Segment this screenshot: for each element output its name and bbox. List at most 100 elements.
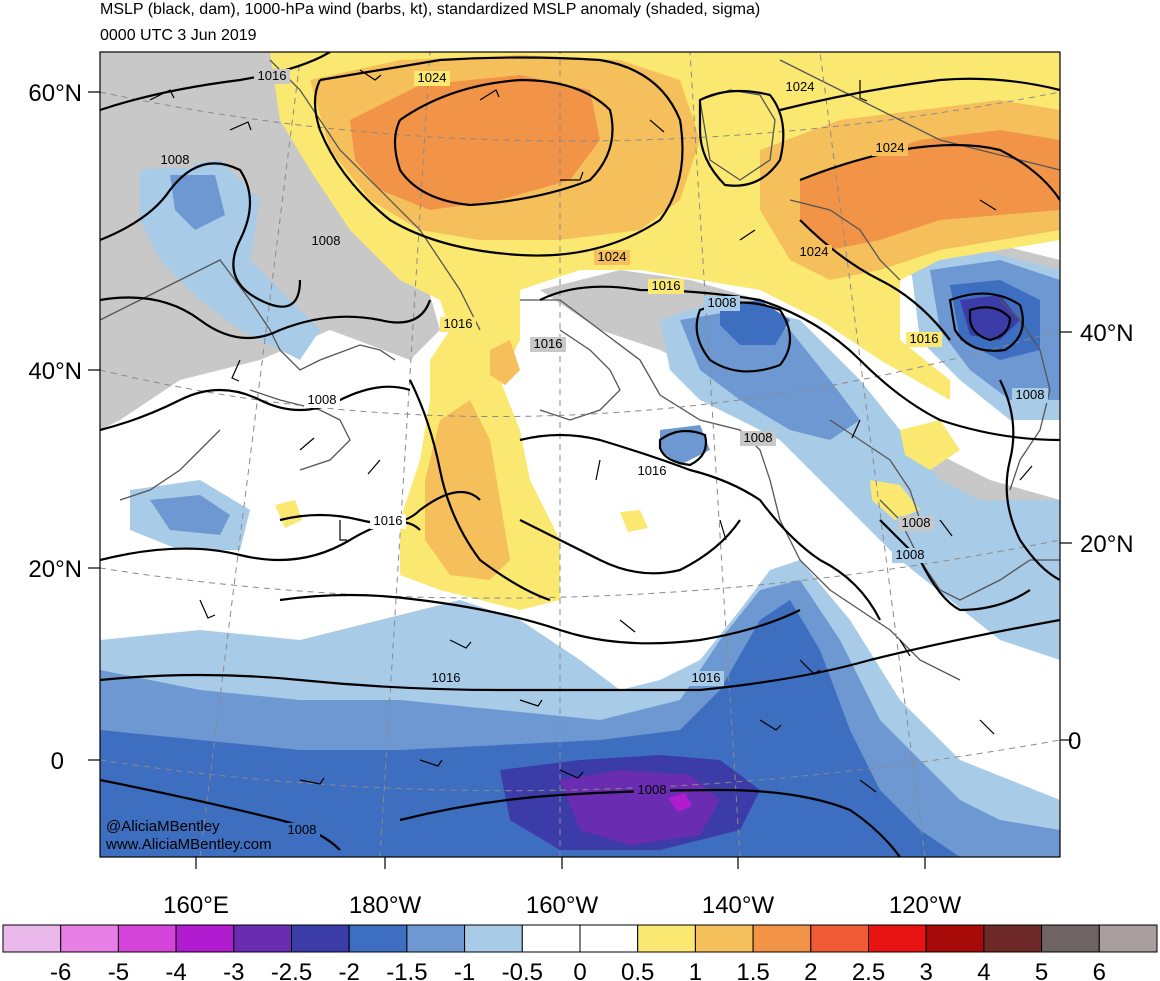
lon-label-140w: 140°W — [702, 892, 775, 919]
lat-label-20n-right: 20°N — [1080, 531, 1134, 558]
isobar — [100, 52, 331, 112]
wind-barb — [799, 659, 821, 675]
negative-anomaly-dark-blue — [720, 300, 790, 345]
isobar — [695, 301, 792, 373]
positive-anomaly-yellow — [870, 480, 920, 520]
isobar — [100, 162, 302, 308]
wind-barb — [339, 520, 347, 541]
contour-label: 1024 — [418, 70, 447, 85]
colorbar-label: -0.5 — [502, 959, 543, 981]
colorbar-label: -1.5 — [386, 959, 427, 981]
wind-barb — [559, 769, 584, 779]
negative-anomaly-mid-blue — [680, 310, 860, 440]
colorbar-swatch — [1098, 924, 1158, 953]
map-valid-time: 0000 UTC 3 Jun 2019 — [100, 27, 257, 44]
colorbar-label: 2 — [804, 959, 817, 981]
credit-handle: @AliciaMBentley — [106, 818, 220, 835]
colorbar-swatch — [2, 924, 62, 953]
lat-label-0: 0 — [51, 748, 64, 775]
isobar — [409, 379, 551, 602]
wind-barb — [449, 639, 472, 649]
isobar — [100, 618, 1060, 692]
wind-barb — [859, 779, 877, 793]
wind-barb — [229, 121, 252, 131]
contour-label: 1016 — [534, 336, 563, 351]
colorbar: -6 -5 -4 -3 -2.5 -2 -1.5 -1 -0.5 0 0.5 1 1.5 2 2.5 3 4 5 6 — [2, 924, 1158, 981]
isobar — [879, 519, 1031, 612]
wind-barb — [519, 699, 543, 707]
lon-label-160w: 160°W — [526, 892, 599, 919]
lat-label-60n: 60°N — [28, 80, 82, 107]
colorbar-label: 1.5 — [736, 959, 769, 981]
wind-barb — [851, 419, 861, 439]
colorbar-swatch — [117, 924, 177, 953]
colorbar-label: 5 — [1035, 959, 1048, 981]
colorbar-label: 0 — [573, 959, 586, 981]
colorbar-swatch — [291, 924, 350, 953]
wind-barb — [649, 119, 665, 133]
contour-label: 1016 — [374, 513, 403, 528]
colorbar-label: 3 — [920, 959, 933, 981]
colorbar-label: -4 — [165, 959, 186, 981]
positive-anomaly-light-orange — [490, 340, 520, 385]
colorbar-swatch — [521, 924, 581, 953]
longitude-line — [819, 52, 926, 857]
coastline — [119, 429, 221, 501]
coastline — [249, 389, 351, 471]
colorbar-label: -5 — [108, 959, 129, 981]
isobar — [519, 433, 881, 621]
wind-barb — [299, 777, 325, 785]
positive-anomaly-yellow — [900, 420, 960, 470]
coastline — [269, 59, 481, 331]
colorbar-label: 2.5 — [852, 959, 885, 981]
contour-label: 1008 — [744, 430, 773, 445]
wind-barb — [149, 89, 175, 101]
latitude-line — [100, 739, 1060, 792]
coastline — [999, 299, 1051, 491]
negative-anomaly-mid-blue — [170, 175, 225, 230]
isobar — [399, 788, 901, 857]
neutral-gray-region — [100, 52, 440, 430]
wind-barb — [419, 759, 443, 767]
credit-website: www.AliciaMBentley.com — [105, 836, 272, 853]
contour-label: 1008 — [308, 392, 337, 407]
colorbar-swatch — [1041, 924, 1100, 953]
coastlines — [100, 59, 1060, 681]
graticule — [100, 52, 1060, 857]
colorbar-label: -1 — [454, 959, 475, 981]
colorbar-swatch — [868, 924, 927, 953]
isobar — [313, 56, 684, 257]
contour-label: 1016 — [638, 463, 667, 478]
coastline — [829, 419, 921, 521]
isobar — [100, 778, 341, 851]
isobar — [799, 219, 951, 341]
wind-barb — [1019, 465, 1033, 481]
lon-label-160e: 160°E — [163, 892, 229, 919]
contour-label: 1008 — [1016, 387, 1045, 402]
colorbar-swatch — [348, 924, 408, 953]
mslp-contours — [100, 52, 1060, 857]
wind-barb — [479, 89, 500, 101]
longitude-line — [199, 59, 301, 857]
isobar — [698, 89, 785, 187]
positive-anomaly-orange — [350, 75, 600, 210]
wind-barb — [859, 80, 868, 102]
wind-barb — [759, 719, 782, 731]
colorbar-swatch — [233, 924, 293, 953]
map-title: MSLP (black, dam), 1000-hPa wind (barbs,… — [100, 1, 761, 18]
longitude-line — [379, 52, 431, 857]
colorbar-label: 0.5 — [621, 959, 654, 981]
wind-barb — [595, 459, 601, 481]
isobar — [799, 143, 1060, 201]
contour-label: 1008 — [896, 547, 925, 562]
coastline — [789, 199, 901, 281]
map-plot-area: 1016 1024 1024 1024 1008 1008 1024 1024 … — [100, 52, 1060, 857]
latitude-line — [100, 329, 1060, 417]
colorbar-swatch — [464, 924, 523, 953]
isobar — [999, 379, 1060, 581]
contour-label: 1024 — [800, 244, 829, 259]
contour-label: 1024 — [598, 249, 627, 264]
contour-label: 1008 — [638, 782, 667, 797]
lat-label-20n: 20°N — [28, 556, 82, 583]
